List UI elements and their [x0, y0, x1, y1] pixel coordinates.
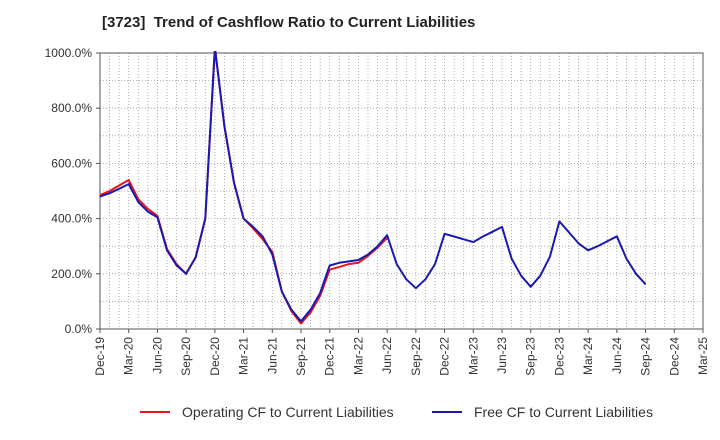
x-tick-label: Dec-22	[438, 337, 452, 376]
tick-labels: 0.0% 200.0% 400.0% 600.0% 800.0% 1000.0% Dec-1…	[45, 46, 710, 376]
y-tick-label: 600.0%	[51, 156, 92, 170]
x-tick-label: Dec-20	[208, 337, 222, 376]
series-lines	[100, 51, 647, 325]
x-tick-label: Jun-24	[610, 337, 624, 374]
x-tick-label: Mar-24	[581, 337, 595, 375]
x-tick-label: Mar-22	[351, 337, 365, 375]
x-tick-label: Sep-23	[524, 337, 538, 376]
legend-item-operating-cf: Operating CF to Current Liabilities	[140, 404, 394, 420]
y-tick-label: 800.0%	[51, 101, 92, 115]
legend-item-free-cf: Free CF to Current Liabilities	[432, 404, 653, 420]
chart-title: [3723] Trend of Cashflow Ratio to Curren…	[102, 14, 476, 31]
x-tick-label: Mar-21	[237, 337, 251, 375]
legend-swatch-operating-cf	[140, 411, 170, 413]
x-tick-label: Dec-24	[667, 337, 681, 376]
plot-frame	[99, 52, 704, 330]
y-tick-label: 200.0%	[51, 267, 92, 281]
x-tick-label: Dec-23	[552, 337, 566, 376]
legend-label-free-cf: Free CF to Current Liabilities	[474, 404, 653, 420]
x-tick-label: Jun-20	[150, 337, 164, 374]
x-tick-label: Jun-21	[265, 337, 279, 374]
series-line-free-cf	[100, 51, 647, 323]
x-tick-label: Jun-23	[495, 337, 509, 374]
x-tick-label: Dec-19	[93, 337, 107, 376]
x-tick-label: Sep-20	[179, 337, 193, 376]
x-tick-label: Dec-21	[323, 337, 337, 376]
axes	[96, 52, 704, 333]
x-tick-label: Sep-24	[639, 337, 653, 376]
x-tick-label: Mar-23	[466, 337, 480, 375]
x-tick-label: Mar-25	[696, 337, 710, 375]
x-tick-label: Jun-22	[380, 337, 394, 374]
grid-lines	[100, 53, 703, 329]
y-tick-label: 1000.0%	[45, 46, 93, 60]
x-tick-label: Mar-20	[122, 337, 136, 375]
y-tick-label: 0.0%	[65, 322, 93, 336]
legend-label-operating-cf: Operating CF to Current Liabilities	[182, 404, 394, 420]
x-tick-label: Sep-22	[409, 337, 423, 376]
y-tick-label: 400.0%	[51, 212, 92, 226]
x-tick-label: Sep-21	[294, 337, 308, 376]
legend-swatch-free-cf	[432, 411, 462, 413]
